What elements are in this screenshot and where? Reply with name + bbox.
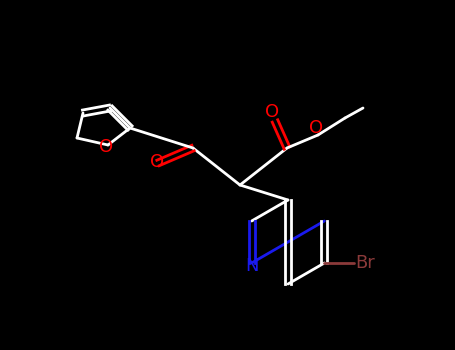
Text: O: O: [265, 103, 279, 121]
Text: O: O: [150, 153, 164, 171]
Text: Br: Br: [355, 254, 375, 272]
Text: N: N: [245, 257, 258, 275]
Text: O: O: [99, 138, 113, 156]
Text: O: O: [309, 119, 323, 137]
